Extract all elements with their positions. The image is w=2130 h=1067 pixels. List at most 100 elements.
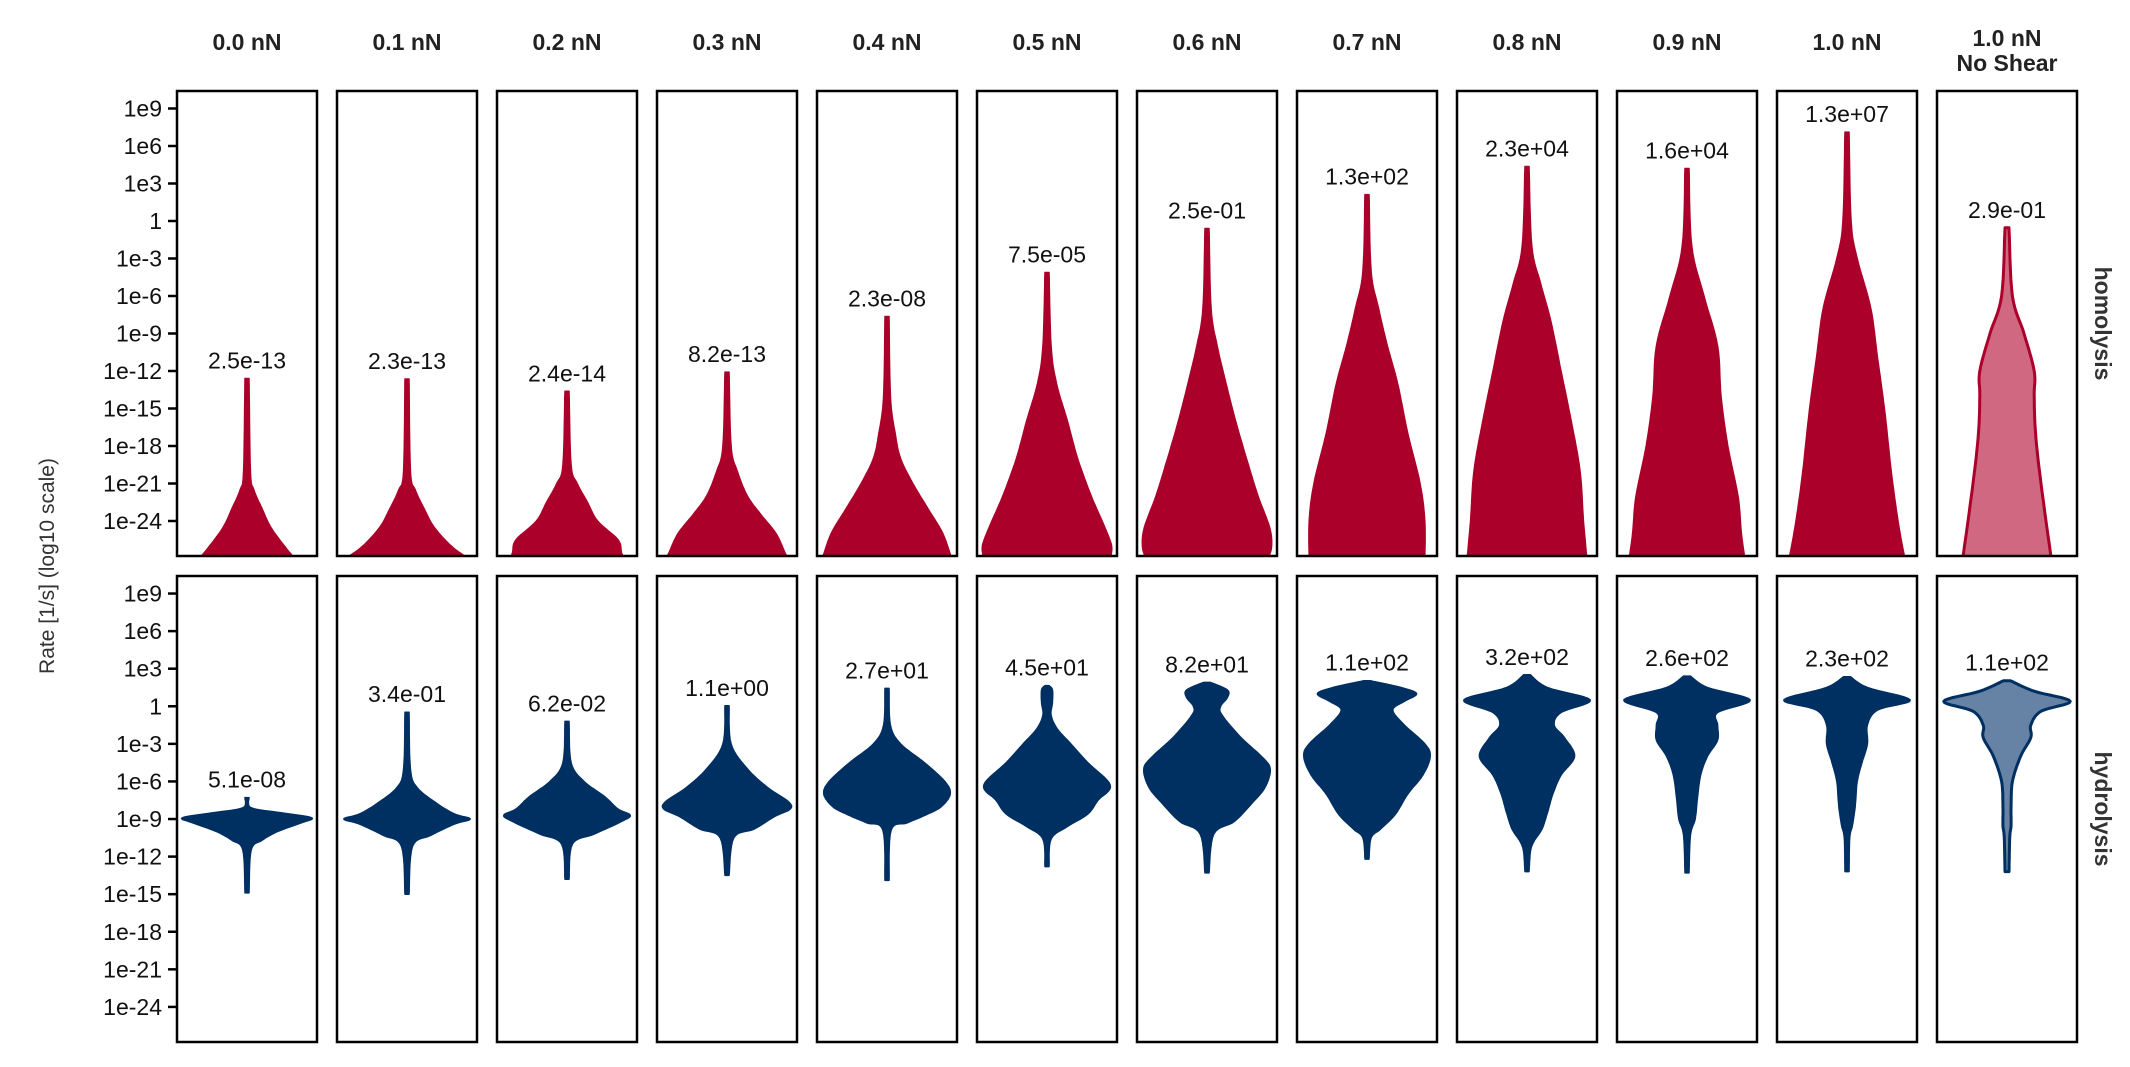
y-tick-label: 1e-3 (116, 731, 162, 757)
y-tick-label: 1e3 (124, 656, 162, 682)
column-title: 0.0 nN (212, 29, 281, 55)
max-value-label: 2.6e+02 (1645, 645, 1729, 671)
violin-hydrolysis-4 (822, 687, 952, 882)
y-tick-label: 1e6 (124, 618, 162, 644)
y-tick-label: 1e-9 (116, 321, 162, 347)
y-tick-label: 1e-3 (116, 246, 162, 272)
panel-frame-hydrolysis-3 (655, 574, 799, 1044)
y-tick-label: 1e-15 (103, 881, 162, 907)
panel-frame-homolysis-8 (1455, 89, 1599, 558)
max-value-label: 3.2e+02 (1485, 644, 1569, 670)
y-tick-label: 1e-6 (116, 283, 162, 309)
max-value-label: 1.3e+02 (1325, 164, 1409, 190)
panel-frame-hydrolysis-0 (175, 574, 319, 1044)
panel-frame-hydrolysis-6 (1135, 574, 1279, 1044)
violin-homolysis-1 (349, 378, 465, 555)
max-value-label: 8.2e+01 (1165, 651, 1249, 677)
y-tick-label: 1e-18 (103, 919, 162, 945)
max-value-label: 2.5e-01 (1168, 198, 1246, 224)
column-title: 0.4 nN (852, 29, 921, 55)
panel-frame-hydrolysis-2 (495, 574, 639, 1044)
violin-homolysis-6 (1141, 227, 1273, 555)
violin-hydrolysis-11 (1942, 679, 2072, 874)
max-value-label: 2.9e-01 (1968, 197, 2046, 223)
y-tick-label: 1e-6 (116, 768, 162, 794)
violin-homolysis-5 (981, 271, 1113, 555)
max-value-label: 7.5e-05 (1008, 242, 1086, 268)
max-value-label: 2.3e-08 (848, 286, 926, 312)
panel-frame-homolysis-3 (655, 89, 799, 558)
column-title: 0.3 nN (692, 29, 761, 55)
max-value-label: 2.7e+01 (845, 657, 929, 683)
y-tick-label: 1e3 (124, 171, 162, 197)
max-value-label: 6.2e-02 (528, 690, 606, 716)
max-value-label: 1.1e+02 (1965, 650, 2049, 676)
panel-frame-homolysis-0 (175, 89, 319, 558)
panel-frame-hydrolysis-9 (1615, 574, 1759, 1044)
violin-hydrolysis-3 (661, 705, 793, 877)
violin-hydrolysis-6 (1142, 681, 1272, 874)
max-value-label: 2.5e-13 (208, 348, 286, 374)
panel-frame-hydrolysis-5 (975, 574, 1119, 1044)
column-title: 0.8 nN (1492, 29, 1561, 55)
y-tick-label: 1 (149, 208, 162, 234)
max-value-label: 1.6e+04 (1645, 138, 1729, 164)
y-tick-label: 1e-9 (116, 806, 162, 832)
panel-frame-hydrolysis-1 (335, 574, 479, 1044)
y-tick-label: 1e-12 (103, 358, 162, 384)
column-title: No Shear (1957, 50, 2058, 76)
column-title: 0.2 nN (532, 29, 601, 55)
column-title: 1.0 nN (1812, 29, 1881, 55)
violin-homolysis-4 (822, 315, 952, 555)
max-value-label: 1.1e+02 (1325, 650, 1409, 676)
column-title: 0.7 nN (1332, 29, 1401, 55)
y-tick-label: 1e-24 (103, 994, 162, 1020)
max-value-label: 1.1e+00 (685, 675, 769, 701)
panel-frame-homolysis-1 (335, 89, 479, 558)
y-tick-label: 1e9 (124, 96, 162, 122)
panel-frame-homolysis-10 (1775, 89, 1919, 558)
max-value-label: 2.3e+02 (1805, 646, 1889, 672)
max-value-label: 1.3e+07 (1805, 101, 1889, 127)
column-title: 0.9 nN (1652, 29, 1721, 55)
panel-frame-hydrolysis-10 (1775, 574, 1919, 1044)
panel-frame-homolysis-2 (495, 89, 639, 558)
panel-frame-homolysis-5 (975, 89, 1119, 558)
panel-frame-homolysis-4 (815, 89, 959, 558)
y-tick-label: 1e-24 (103, 508, 162, 534)
y-tick-label: 1e-18 (103, 433, 162, 459)
column-title: 0.5 nN (1012, 29, 1081, 55)
violin-hydrolysis-8 (1463, 674, 1591, 873)
violin-homolysis-11 (1961, 226, 2053, 555)
violin-homolysis-3 (666, 371, 788, 555)
column-title: 0.1 nN (372, 29, 441, 55)
violin-homolysis-0 (201, 377, 293, 555)
violin-hydrolysis-5 (982, 684, 1112, 868)
panel-frame-homolysis-7 (1295, 89, 1439, 558)
max-value-label: 2.3e-13 (368, 348, 446, 374)
violin-hydrolysis-0 (180, 796, 314, 894)
panel-frame-hydrolysis-8 (1455, 574, 1599, 1044)
column-title: 1.0 nN (1972, 25, 2041, 51)
panel-frame-hydrolysis-11 (1935, 574, 2079, 1044)
violin-hydrolysis-7 (1302, 679, 1432, 860)
panel-frame-homolysis-9 (1615, 89, 1759, 558)
row-label-hydrolysis: hydrolysis (2090, 751, 2116, 866)
column-title: 0.6 nN (1172, 29, 1241, 55)
violin-homolysis-9 (1628, 167, 1746, 555)
y-tick-label: 1e-21 (103, 471, 162, 497)
max-value-label: 5.1e-08 (208, 767, 286, 793)
max-value-label: 2.4e-14 (528, 360, 606, 386)
y-axis-title: Rate [1/s] (log10 scale) (36, 458, 59, 674)
violin-hydrolysis-2 (502, 720, 632, 880)
panel-frame-homolysis-11 (1935, 89, 2079, 558)
y-tick-label: 1e-12 (103, 844, 162, 870)
panel-frame-hydrolysis-7 (1295, 574, 1439, 1044)
y-tick-label: 1e6 (124, 133, 162, 159)
violin-hydrolysis-9 (1623, 675, 1751, 874)
max-value-label: 8.2e-13 (688, 341, 766, 367)
violin-hydrolysis-1 (343, 711, 471, 895)
max-value-label: 3.4e-01 (368, 681, 446, 707)
y-tick-label: 1e-21 (103, 956, 162, 982)
